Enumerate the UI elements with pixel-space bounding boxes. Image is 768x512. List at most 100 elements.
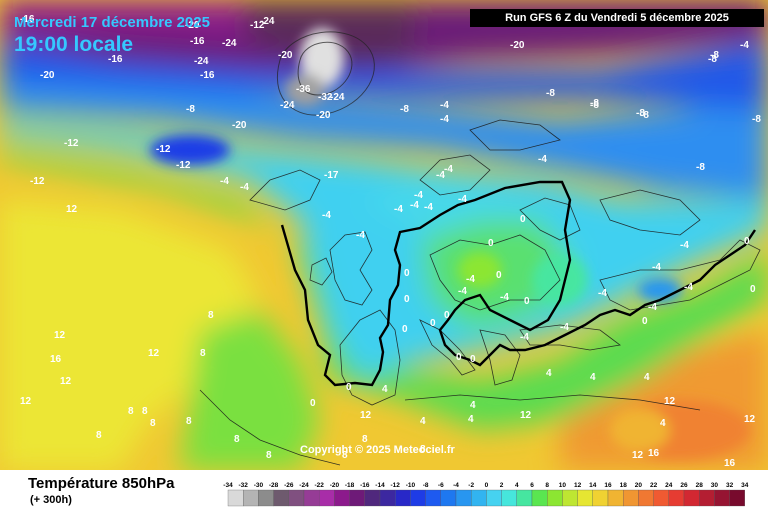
legend-swatch (486, 489, 502, 507)
isotherm-value-label: -4 (410, 200, 419, 211)
isotherm-value-label: -4 (220, 176, 229, 187)
isotherm-value-label: -12 (30, 176, 45, 187)
isotherm-value-label: 8 (200, 348, 206, 359)
legend-swatch (501, 489, 517, 507)
isotherm-value-label: 16 (648, 448, 660, 459)
legend-tick-label: -22 (314, 482, 324, 489)
legend-tick-label: -30 (254, 482, 264, 489)
isotherm-value-label: -4 (458, 194, 467, 205)
legend-swatch (668, 489, 685, 507)
isotherm-value-label: -16 (200, 70, 215, 81)
isotherm-value-label: -12 (64, 138, 79, 149)
legend-swatch (623, 489, 639, 507)
legend-swatch (516, 489, 533, 507)
temperature-map: -20-16-16-24-24-20-16-20-24-32-36-24-12-… (0, 0, 768, 470)
isotherm-value-label: 4 (420, 416, 426, 427)
legend-swatch (607, 489, 624, 507)
isotherm-value-label: 8 (420, 444, 426, 455)
isotherm-value-label: 0 (642, 316, 648, 327)
isotherm-value-label: 0 (456, 352, 462, 363)
isotherm-value-label: -8 (590, 98, 599, 109)
forecast-time: 19:00 locale (14, 33, 134, 56)
legend-tick-label: -4 (453, 482, 459, 489)
isotherm-value-label: -4 (466, 274, 475, 285)
isotherm-value-label: 0 (744, 236, 750, 247)
legend-tick-label: 22 (650, 482, 658, 489)
isotherm-value-label: -4 (394, 204, 403, 215)
isotherm-value-label: 8 (266, 450, 272, 461)
isotherm-value-label: -4 (520, 332, 529, 343)
isotherm-value-label: -8 (400, 104, 409, 115)
legend-tick-label: -14 (375, 482, 385, 489)
isotherm-value-label: -24 (194, 56, 209, 67)
parameter-title: Température 850hPa (28, 475, 175, 492)
isotherm-value-label: -4 (440, 100, 449, 111)
legend-swatch (455, 489, 472, 507)
legend-swatch (547, 489, 563, 507)
isotherm-value-label: -4 (598, 288, 607, 299)
legend-swatch (577, 489, 593, 507)
isotherm-value-label: -20 (510, 40, 525, 51)
isotherm-value-label: -8 (696, 162, 705, 173)
isotherm-value-label: 8 (234, 434, 240, 445)
isotherm-value-label: -4 (538, 154, 547, 165)
legend-tick-label: 6 (530, 482, 534, 489)
cold-core-isolines (276, 31, 375, 116)
legend-swatch (592, 489, 609, 507)
legend-tick-label: -18 (345, 482, 355, 489)
isotherm-value-label: 4 (644, 372, 650, 383)
isotherm-value-label: -8 (590, 100, 599, 111)
isotherm-value-label: -8 (710, 50, 719, 61)
isotherm-value-label: -20 (232, 120, 247, 131)
isotherm-value-label: -20 (185, 20, 200, 31)
legend-tick-label: 34 (741, 482, 749, 489)
legend-swatch (303, 489, 320, 507)
isotherm-value-label: -4 (740, 40, 749, 51)
isotherm-value-label: -8 (752, 114, 761, 125)
legend-tick-label: 12 (574, 482, 582, 489)
isotherm-value-label: 12 (66, 204, 78, 215)
copyright-text: Copyright © 2025 Meteociel.fr (300, 444, 455, 456)
legend-swatch (364, 489, 381, 507)
isotherm-value-label: -20 (316, 110, 331, 121)
zero-isotherm (280, 180, 756, 387)
legend-swatch (653, 489, 669, 507)
isotherm-value-label: 16 (724, 458, 736, 469)
isotherm-value-label: -4 (436, 170, 445, 181)
legend-tick-label: 8 (545, 482, 549, 489)
isotherm-value-label: -24 (330, 92, 345, 103)
isotherm-value-label: 0 (310, 398, 316, 409)
legend-tick-label: 10 (559, 482, 567, 489)
legend-tick-label: 16 (604, 482, 612, 489)
isotherm-value-label: 4 (660, 418, 666, 429)
legend-tick-label: -10 (406, 482, 416, 489)
isotherm-value-label: 8 (142, 406, 148, 417)
isotherm-value-label: -4 (240, 182, 249, 193)
isotherm-value-label: 12 (664, 396, 676, 407)
isotherm-value-label: -12 (176, 160, 191, 171)
legend-swatch (638, 489, 654, 507)
legend-swatch (288, 489, 305, 507)
legend-tick-label: 28 (696, 482, 704, 489)
legend-tick-label: 32 (726, 482, 734, 489)
legend-swatch (699, 489, 715, 507)
isotherm-value-label: -4 (500, 292, 509, 303)
isotherm-value-label: 0 (402, 324, 408, 335)
lead-time: (+ 300h) (30, 494, 72, 506)
legend-tick-label: -6 (438, 482, 444, 489)
legend-tick-label: -32 (238, 482, 248, 489)
model-run-banner: Run GFS 6 Z du Vendredi 5 décembre 2025 (470, 9, 764, 27)
forecast-date: Mercredi 17 décembre 2025 (14, 14, 210, 31)
color-legend: -34 -32 -30 -28 -26 -24 -22 -20 -18 -16 -14 -12 -10-… (223, 482, 749, 507)
isotherm-value-label: -24 (280, 100, 295, 111)
isotherm-value-label: 0 (496, 270, 502, 281)
isotherm-value-label: -8 (186, 104, 195, 115)
legend-swatch (729, 489, 745, 507)
legend-tick-label: -34 (223, 482, 233, 489)
legend-tick-label: 14 (589, 482, 597, 489)
isotherm-value-label: 8 (150, 418, 156, 429)
isotherm-value-label: -4 (356, 230, 365, 241)
legend-swatch (258, 489, 274, 507)
isotherm-value-label: -16 (20, 14, 35, 25)
legend-tick-label: 30 (711, 482, 719, 489)
